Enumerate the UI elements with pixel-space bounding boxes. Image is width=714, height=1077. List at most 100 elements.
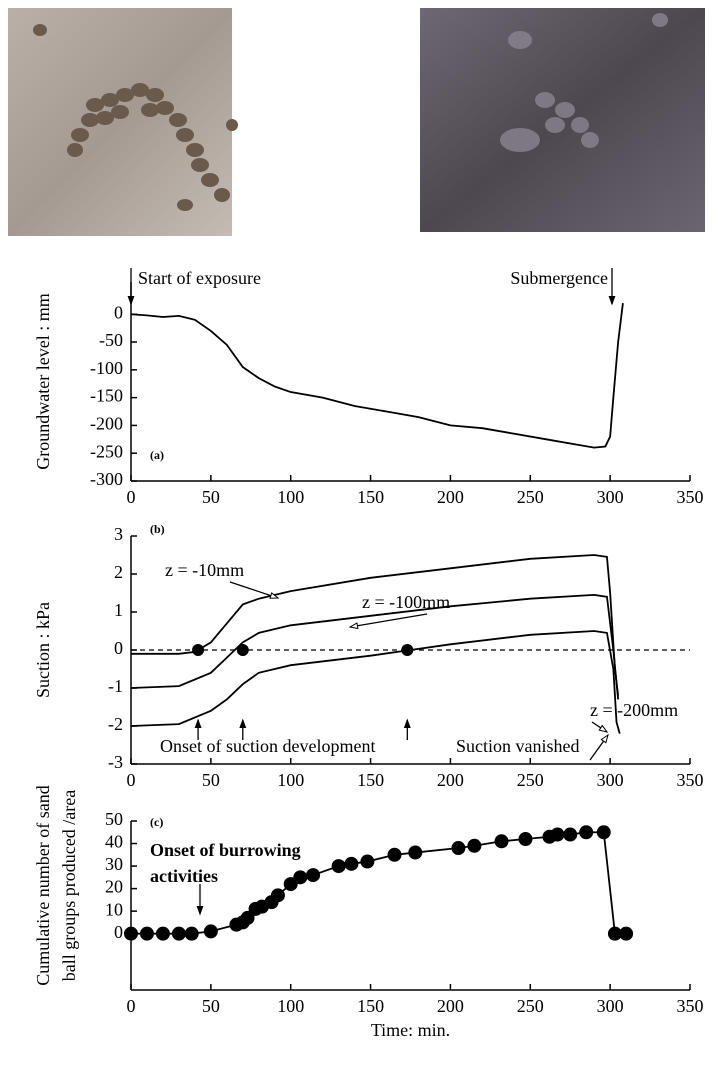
- annotation: (c): [150, 815, 163, 829]
- data-point: [306, 868, 321, 883]
- x-tick-label: 300: [597, 770, 624, 790]
- arrow: [229, 581, 279, 599]
- data-point: [293, 870, 308, 885]
- y-tick-label: -150: [90, 386, 123, 406]
- arrow-head: [600, 733, 609, 744]
- data-point: [451, 841, 466, 856]
- onset-point: [236, 644, 249, 656]
- data-point: [467, 838, 482, 853]
- y-tick-label: 0: [114, 922, 123, 942]
- y-tick-label: -1: [108, 676, 123, 696]
- x-tick-label: 250: [517, 996, 544, 1016]
- data-point: [171, 926, 186, 941]
- data-point: [240, 910, 255, 925]
- series-line: [130, 303, 624, 449]
- x-tick-label: 200: [437, 487, 464, 507]
- x-tick-label: 150: [357, 996, 384, 1016]
- x-tick-label: 350: [677, 770, 704, 790]
- data-point: [124, 926, 138, 941]
- arrow-head: [194, 718, 202, 729]
- y-tick-label: -300: [90, 469, 123, 489]
- y-tick-label: -200: [90, 414, 123, 434]
- y-tick-label: 30: [105, 854, 123, 874]
- x-tick-label: 100: [277, 996, 304, 1016]
- series-label: z = -100mm: [362, 592, 450, 612]
- data-point: [550, 827, 565, 842]
- arrow: [349, 613, 428, 628]
- series-line: [130, 593, 620, 700]
- x-tick-label: 150: [357, 487, 384, 507]
- y-tick-label: -100: [90, 358, 123, 378]
- y-axis-label: ball groups produced /area: [59, 790, 79, 981]
- data-point: [563, 827, 578, 842]
- onset-point: [401, 644, 414, 656]
- annotation: (a): [150, 448, 164, 462]
- data-point: [360, 854, 375, 869]
- photo-right: [420, 8, 705, 232]
- annotation: Onset of suction development: [160, 736, 375, 756]
- y-tick-label: 10: [105, 899, 123, 919]
- annotation: Onset of burrowing: [150, 840, 301, 860]
- data-point: [579, 825, 594, 840]
- x-tick-label: 350: [677, 487, 704, 507]
- x-tick-label: 300: [597, 996, 624, 1016]
- x-tick-label: 100: [277, 487, 304, 507]
- data-point: [203, 924, 218, 939]
- onset-point: [192, 644, 205, 656]
- photo-left: [8, 8, 238, 236]
- x-tick-label: 0: [127, 996, 136, 1016]
- x-tick-label: 0: [127, 487, 136, 507]
- x-tick-label: 200: [437, 770, 464, 790]
- x-tick-label: 200: [437, 996, 464, 1016]
- arrow-head: [403, 718, 411, 729]
- annotation: Start of exposure: [138, 268, 261, 288]
- annotation: Submergence: [510, 268, 608, 288]
- arrow-head: [269, 592, 280, 599]
- y-tick-label: 3: [114, 524, 123, 544]
- y-tick-label: 0: [114, 302, 123, 322]
- y-axis-label: Suction : kPa: [33, 602, 53, 698]
- data-point: [155, 926, 170, 941]
- arrow-head: [127, 295, 135, 306]
- data-point: [331, 859, 346, 874]
- x-tick-label: 0: [127, 770, 136, 790]
- y-tick-label: -2: [108, 714, 123, 734]
- x-tick-label: 250: [517, 770, 544, 790]
- data-point: [596, 825, 611, 840]
- arrow-head: [598, 724, 609, 733]
- x-tick-label: 100: [277, 770, 304, 790]
- x-tick-label: 300: [597, 487, 624, 507]
- x-tick-label: 50: [202, 770, 220, 790]
- x-tick-label: 50: [202, 996, 220, 1016]
- annotation: activities: [150, 866, 218, 886]
- data-point: [518, 832, 533, 847]
- data-point: [139, 926, 154, 941]
- data-point: [344, 856, 359, 871]
- series-line: [130, 630, 621, 734]
- y-tick-label: 40: [105, 832, 123, 852]
- y-axis-label: Cumulative number of sand: [33, 785, 53, 985]
- arrow-head: [239, 718, 247, 729]
- x-tick-label: 150: [357, 770, 384, 790]
- y-tick-label: -250: [90, 441, 123, 461]
- arrow-head: [608, 295, 616, 306]
- y-tick-label: 2: [114, 562, 123, 582]
- x-tick-label: 250: [517, 487, 544, 507]
- data-point: [619, 926, 634, 941]
- y-axis-label: Groundwater level : mm: [33, 293, 53, 469]
- y-tick-label: 20: [105, 877, 123, 897]
- arrow-head: [196, 905, 204, 916]
- y-tick-label: -3: [108, 752, 123, 772]
- x-tick-label: 350: [677, 996, 704, 1016]
- annotation: Suction vanished: [456, 736, 580, 756]
- data-point: [607, 926, 622, 941]
- x-tick-label: 50: [202, 487, 220, 507]
- data-point: [494, 834, 509, 849]
- y-tick-label: 1: [114, 600, 123, 620]
- data-point: [408, 845, 423, 860]
- arrow-head: [348, 622, 359, 630]
- data-point: [184, 926, 199, 941]
- y-tick-label: 0: [114, 638, 123, 658]
